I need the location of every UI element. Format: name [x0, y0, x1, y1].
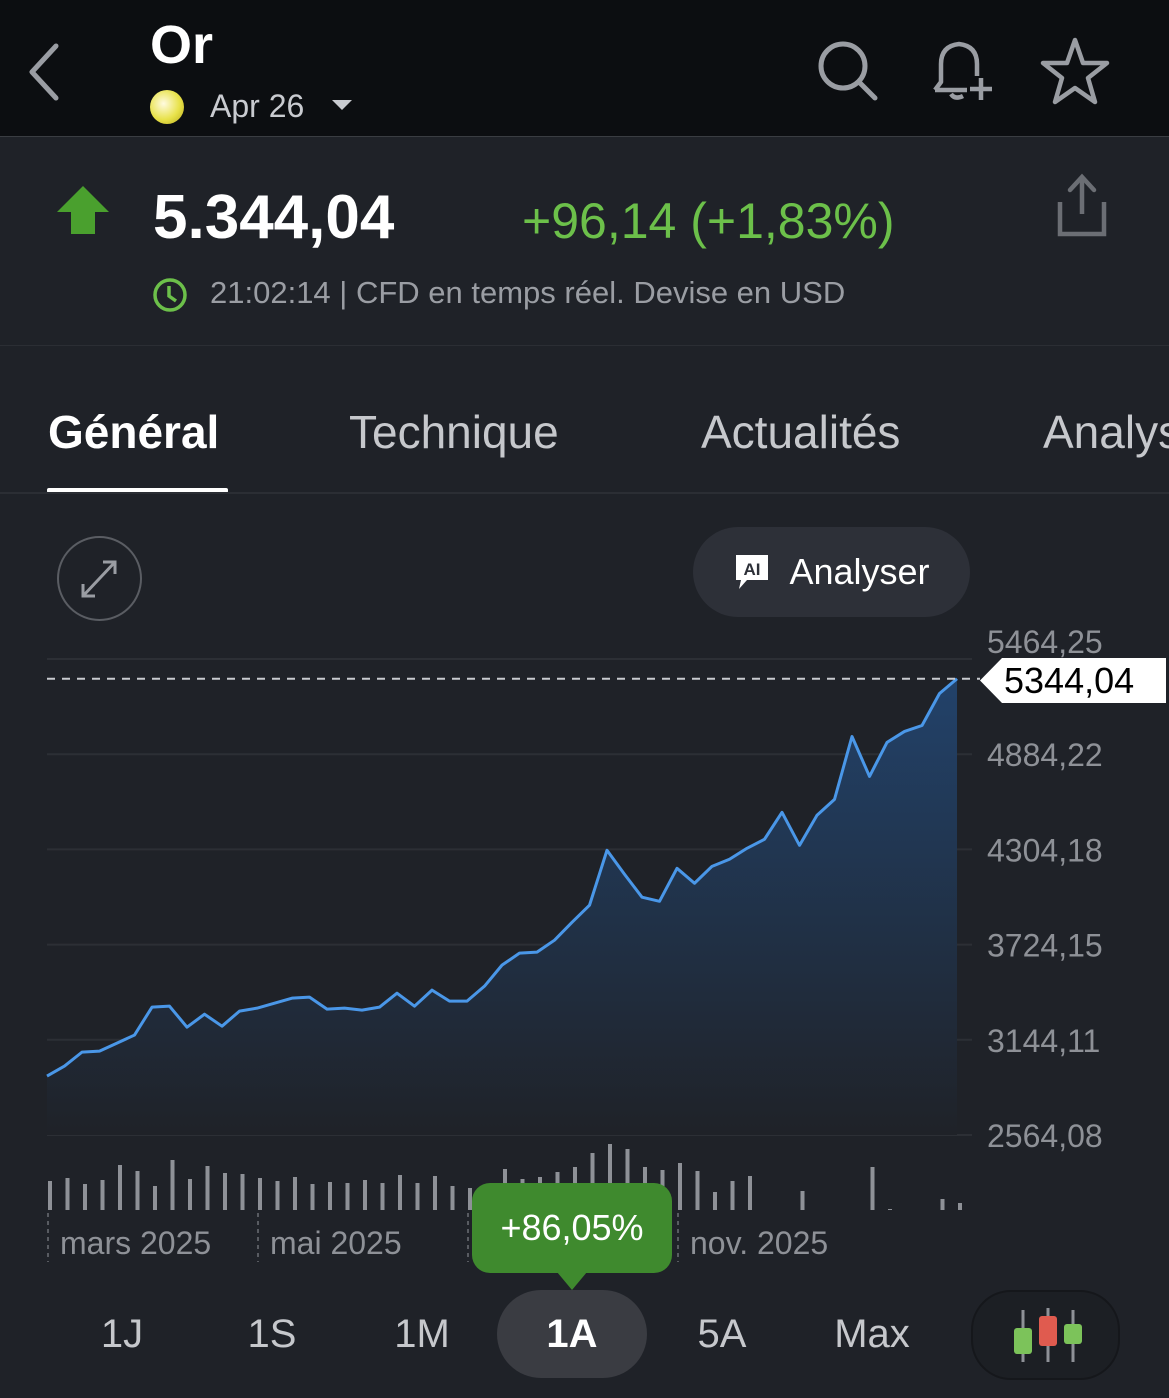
volume-bar	[748, 1176, 752, 1210]
quote-section	[0, 138, 1169, 346]
badge-pointer	[557, 1272, 587, 1290]
volume-bar	[100, 1180, 105, 1210]
bell-plus-icon[interactable]	[925, 36, 997, 104]
price-change: +96,14 (+1,83%)	[522, 193, 895, 249]
tab-general[interactable]: Général	[48, 406, 220, 458]
analyse-label: Analyser	[789, 551, 930, 592]
active-tab-indicator	[47, 488, 228, 493]
instrument-title: Or	[150, 15, 214, 75]
volume-bar	[328, 1182, 332, 1210]
volume-bar	[65, 1178, 70, 1210]
volume-bar	[590, 1153, 595, 1210]
last-price: 5.344,04	[153, 183, 395, 252]
clock-icon	[153, 278, 187, 312]
analyse-button[interactable]: AI Analyser	[693, 527, 970, 617]
volume-bar	[730, 1181, 735, 1210]
volume-bar	[135, 1171, 140, 1210]
svg-text:AI: AI	[744, 560, 761, 579]
period-1j[interactable]: 1J	[100, 1312, 144, 1356]
volume-bar	[170, 1160, 175, 1210]
period-1m[interactable]: 1M	[394, 1312, 450, 1356]
y-tick-label: 2564,08	[987, 1118, 1103, 1154]
chart-type-button[interactable]	[971, 1290, 1120, 1380]
volume-bar	[433, 1176, 437, 1210]
volume-bar	[293, 1177, 297, 1210]
volume-bar	[83, 1184, 87, 1210]
volume-bar	[713, 1192, 717, 1210]
share-icon[interactable]	[1056, 172, 1108, 238]
ai-chat-icon: AI	[736, 555, 769, 589]
period-max[interactable]: Max	[834, 1312, 910, 1356]
tabs-divider	[0, 492, 1169, 494]
volume-bar	[625, 1149, 630, 1210]
x-tick-label: mai 2025	[270, 1225, 402, 1261]
y-tick-label: 5464,25	[987, 624, 1103, 660]
volume-bar	[223, 1173, 227, 1210]
volume-bar	[205, 1166, 210, 1210]
candlestick-icon	[1014, 1308, 1082, 1362]
volume-bar	[380, 1183, 385, 1210]
volume-bar	[415, 1183, 420, 1210]
volume-bar	[678, 1163, 682, 1210]
y-tick-label: 4304,18	[987, 832, 1103, 868]
volume-bar	[48, 1181, 52, 1210]
volume-bar	[345, 1183, 350, 1210]
volume-bar	[958, 1203, 962, 1210]
volume-bar	[275, 1181, 280, 1210]
tab-analyses[interactable]: Analys	[1043, 406, 1169, 458]
volume-bar	[888, 1209, 892, 1210]
volume-bar	[188, 1179, 192, 1210]
volume-bar	[363, 1180, 367, 1210]
volume-bar	[153, 1186, 157, 1210]
expand-arrows-icon	[81, 560, 117, 598]
price-area	[47, 678, 957, 1135]
fullscreen-button[interactable]	[57, 536, 142, 621]
period-1a[interactable]: 1A	[497, 1290, 647, 1378]
price-chart[interactable]: 5464,25 4884,22 4304,18 3724,15 3144,11 2564,…	[0, 620, 1169, 1270]
performance-badge: +86,05%	[472, 1183, 672, 1273]
arrow-up-icon	[57, 186, 109, 234]
volume-bar	[468, 1188, 472, 1210]
gold-coin-icon	[150, 90, 184, 124]
back-icon[interactable]	[24, 42, 64, 102]
volume-bar	[695, 1171, 700, 1210]
tab-technique[interactable]: Technique	[349, 406, 559, 458]
quote-meta: 21:02:14 | CFD en temps réel. Devise en …	[210, 275, 846, 310]
period-5a[interactable]: 5A	[697, 1312, 747, 1356]
x-tick-label: nov. 2025	[690, 1225, 828, 1261]
volume-bar	[398, 1175, 402, 1210]
volume-bar	[310, 1184, 315, 1210]
price-line	[46, 677, 958, 1078]
volume-bar	[258, 1178, 262, 1210]
volume-bar	[940, 1199, 945, 1210]
caret-down-icon[interactable]	[332, 100, 352, 110]
contract-selector[interactable]: Apr 26	[210, 88, 305, 124]
volume-bar	[240, 1174, 245, 1210]
volume-bar	[118, 1165, 122, 1210]
star-icon[interactable]	[1040, 36, 1110, 106]
top-bar	[0, 0, 1169, 137]
volume-bar	[608, 1144, 612, 1210]
y-tick-label: 4884,22	[987, 737, 1103, 773]
search-icon[interactable]	[815, 38, 881, 104]
last-price-tag: 5344,04	[980, 658, 1166, 703]
volume-bar	[870, 1167, 875, 1210]
y-tick-label: 3144,11	[987, 1023, 1100, 1059]
tab-actualites[interactable]: Actualités	[701, 406, 901, 458]
x-tick-label: mars 2025	[60, 1225, 211, 1261]
volume-bar	[800, 1191, 805, 1210]
volume-bar	[450, 1186, 455, 1210]
y-tick-label: 3724,15	[987, 928, 1103, 964]
period-1s[interactable]: 1S	[247, 1312, 297, 1356]
